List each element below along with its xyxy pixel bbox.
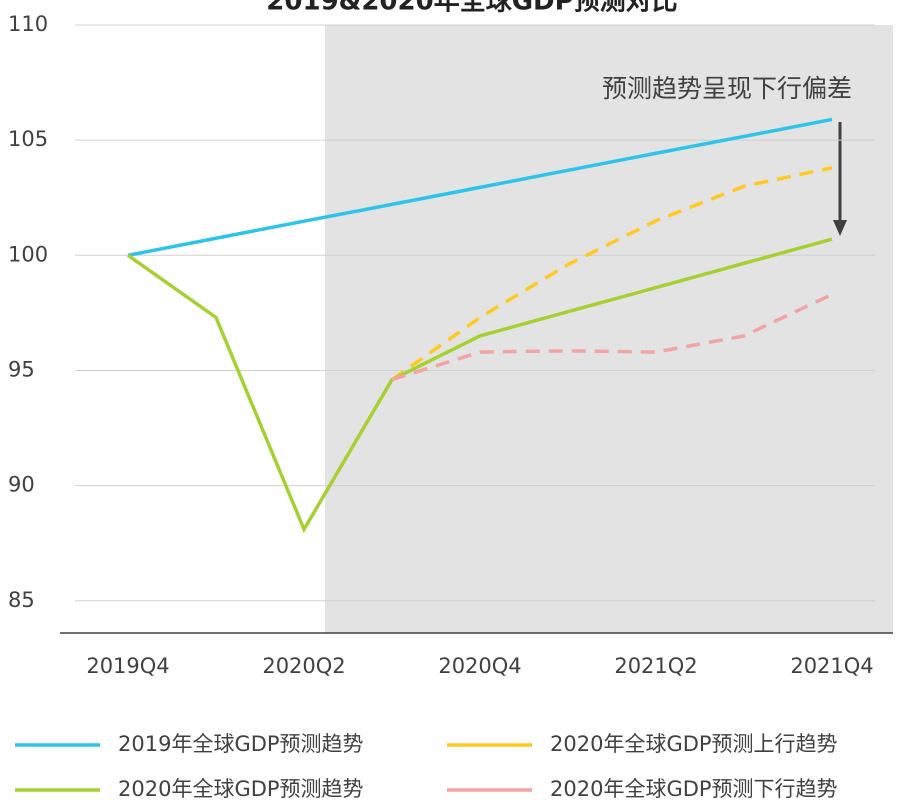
x-tick-label: 2021Q4 bbox=[790, 654, 873, 678]
y-tick-label: 90 bbox=[8, 473, 35, 497]
x-tick-label: 2020Q2 bbox=[262, 654, 345, 678]
x-tick-label: 2021Q2 bbox=[614, 654, 697, 678]
legend-label: 2020年全球GDP预测上行趋势 bbox=[550, 732, 838, 756]
legend-label: 2020年全球GDP预测趋势 bbox=[118, 777, 364, 801]
y-tick-label: 95 bbox=[8, 357, 35, 381]
legend-label: 2019年全球GDP预测趋势 bbox=[118, 732, 364, 756]
legend-label: 2020年全球GDP预测下行趋势 bbox=[550, 777, 838, 801]
forecast-region bbox=[325, 25, 893, 633]
chart-title: 2019&2020年全球GDP预测对比 bbox=[266, 0, 677, 17]
annotation-arrowhead bbox=[833, 220, 847, 236]
x-tick-label: 2019Q4 bbox=[86, 654, 169, 678]
series-line bbox=[126, 237, 833, 534]
series-line bbox=[391, 292, 833, 382]
y-tick-label: 85 bbox=[8, 588, 35, 612]
y-tick-label: 110 bbox=[8, 12, 48, 36]
series-line bbox=[127, 117, 833, 258]
y-tick-label: 100 bbox=[8, 242, 48, 266]
y-tick-label: 105 bbox=[8, 127, 48, 151]
x-tick-label: 2020Q4 bbox=[438, 654, 521, 678]
annotation: 预测趋势呈现下行偏差 bbox=[602, 74, 852, 103]
series-line bbox=[390, 166, 833, 382]
